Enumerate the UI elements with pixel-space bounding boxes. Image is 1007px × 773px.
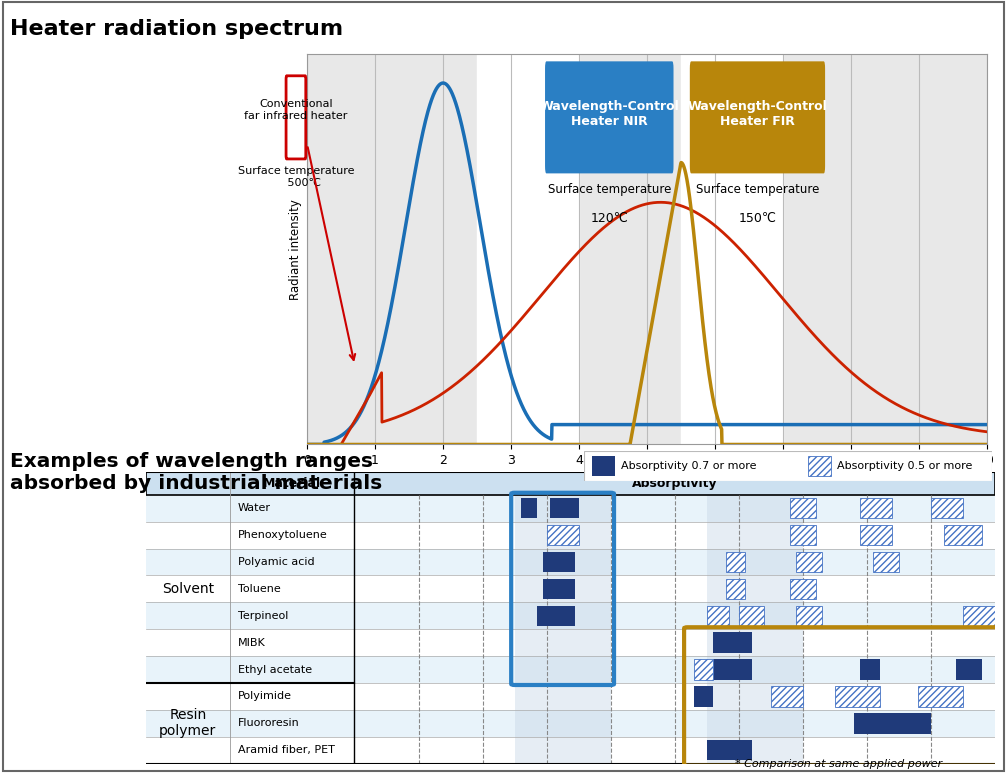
Bar [547,525,579,545]
Text: Surface temperature: Surface temperature [548,183,672,196]
Bar [729,659,751,679]
Bar [694,686,713,707]
Bar [860,659,880,679]
Text: Water: Water [238,503,271,513]
Text: Terpineol: Terpineol [238,611,288,621]
Bar [789,525,816,545]
Text: Phenoxytoluene: Phenoxytoluene [238,530,327,540]
Bar [854,713,930,734]
Bar [544,552,575,572]
Bar [963,605,995,626]
Bar [918,686,963,707]
Bar [592,456,614,476]
Text: MIBK: MIBK [238,638,266,648]
Bar [146,683,995,710]
Bar [537,605,550,626]
FancyBboxPatch shape [545,61,674,173]
Text: Wavelength-Control
Heater FIR: Wavelength-Control Heater FIR [688,100,828,128]
Text: Surface temperature
     500℃: Surface temperature 500℃ [238,166,354,188]
Bar [550,498,579,519]
Text: Solvent: Solvent [162,582,213,596]
Bar [739,605,764,626]
Bar [146,549,995,575]
Bar [707,605,729,626]
Bar [146,629,995,656]
Bar [146,602,995,629]
Text: Surface temperature: Surface temperature [696,183,820,196]
Y-axis label: Radiant intensity: Radiant intensity [289,199,301,300]
Text: Examples of wavelength ranges
absorbed by industrial materials: Examples of wavelength ranges absorbed b… [10,452,383,493]
Bar [515,495,610,764]
Text: Absorptivity: Absorptivity [631,477,718,489]
Text: Material: Material [263,477,321,489]
Text: Polyimide: Polyimide [238,692,292,701]
Bar [835,686,880,707]
Bar [681,54,783,444]
Bar [789,579,816,599]
Text: Polyamic acid: Polyamic acid [238,557,314,567]
Bar [944,525,982,545]
Bar [146,710,995,737]
Text: Toluene: Toluene [238,584,280,594]
Bar [146,495,995,522]
Text: Heater radiation spectrum: Heater radiation spectrum [10,19,343,39]
Bar [797,552,822,572]
Bar [544,579,575,599]
Bar [726,552,745,572]
Bar [707,495,803,764]
Text: 150℃: 150℃ [739,212,776,225]
Bar [930,498,963,519]
FancyBboxPatch shape [286,76,306,159]
Bar [146,737,995,764]
Bar [707,740,751,761]
Text: Absorptivity 0.5 or more: Absorptivity 0.5 or more [837,461,973,471]
Bar [729,632,751,653]
Text: 120℃: 120℃ [591,212,628,225]
FancyBboxPatch shape [690,61,825,173]
Bar [146,575,995,602]
Bar [146,472,995,495]
Bar [550,605,575,626]
Bar [146,522,995,549]
Text: Ethyl acetate: Ethyl acetate [238,665,312,675]
Bar [713,659,729,679]
Text: Resin
polymer: Resin polymer [159,708,217,738]
Bar [797,605,822,626]
Bar [694,659,713,679]
Bar [809,456,831,476]
Bar [789,498,816,519]
Bar [477,54,579,444]
Bar [860,498,892,519]
Text: Aramid fiber, PET: Aramid fiber, PET [238,745,334,755]
Bar [873,552,899,572]
Bar [146,656,995,683]
Bar [770,686,803,707]
Text: Absorptivity 0.7 or more: Absorptivity 0.7 or more [620,461,756,471]
Bar [957,659,982,679]
Text: Conventional
far infrared heater: Conventional far infrared heater [245,100,347,121]
Bar [726,579,745,599]
Bar [521,498,537,519]
Bar [713,632,729,653]
Text: * Comparison at same applied power: * Comparison at same applied power [735,759,943,769]
Bar [860,525,892,545]
Text: Wavelength-Control
Heater NIR: Wavelength-Control Heater NIR [540,100,680,128]
Text: Fluororesin: Fluororesin [238,718,299,728]
X-axis label: Wavelength (μm): Wavelength (μm) [589,473,705,485]
